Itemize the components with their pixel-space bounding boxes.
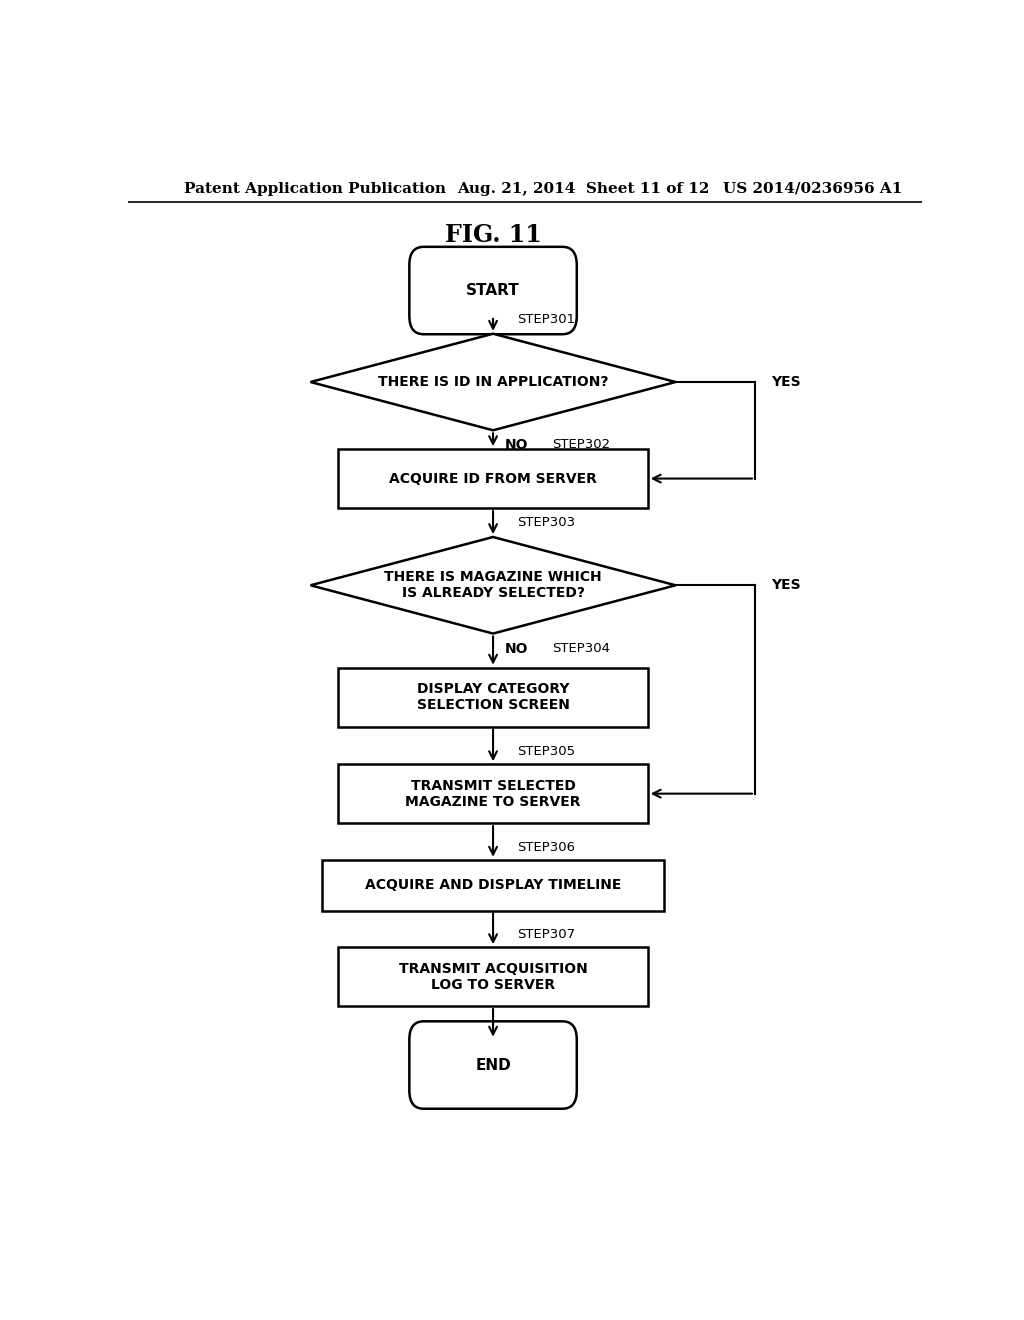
Text: ACQUIRE AND DISPLAY TIMELINE: ACQUIRE AND DISPLAY TIMELINE bbox=[365, 878, 622, 892]
FancyBboxPatch shape bbox=[410, 247, 577, 334]
Text: US 2014/0236956 A1: US 2014/0236956 A1 bbox=[723, 182, 902, 195]
Text: STEP305: STEP305 bbox=[517, 744, 575, 758]
Bar bbox=[323, 859, 664, 911]
Text: STEP304: STEP304 bbox=[553, 642, 610, 655]
FancyBboxPatch shape bbox=[410, 1022, 577, 1109]
Text: STEP302: STEP302 bbox=[553, 438, 610, 451]
Bar bbox=[338, 449, 648, 508]
Text: STEP301: STEP301 bbox=[517, 313, 575, 326]
Text: Patent Application Publication: Patent Application Publication bbox=[183, 182, 445, 195]
Text: THERE IS ID IN APPLICATION?: THERE IS ID IN APPLICATION? bbox=[378, 375, 608, 389]
Text: ACQUIRE ID FROM SERVER: ACQUIRE ID FROM SERVER bbox=[389, 471, 597, 486]
Text: END: END bbox=[475, 1057, 511, 1073]
Text: STEP307: STEP307 bbox=[517, 928, 575, 941]
Text: FIG. 11: FIG. 11 bbox=[444, 223, 542, 247]
Bar bbox=[338, 764, 648, 824]
Text: DISPLAY CATEGORY
SELECTION SCREEN: DISPLAY CATEGORY SELECTION SCREEN bbox=[417, 682, 569, 713]
Text: STEP306: STEP306 bbox=[517, 841, 574, 854]
Bar bbox=[338, 668, 648, 726]
Text: TRANSMIT SELECTED
MAGAZINE TO SERVER: TRANSMIT SELECTED MAGAZINE TO SERVER bbox=[406, 779, 581, 809]
Polygon shape bbox=[310, 537, 676, 634]
Text: NO: NO bbox=[505, 642, 528, 656]
Bar bbox=[338, 948, 648, 1006]
Text: START: START bbox=[466, 282, 520, 298]
Polygon shape bbox=[310, 334, 676, 430]
Text: Aug. 21, 2014  Sheet 11 of 12: Aug. 21, 2014 Sheet 11 of 12 bbox=[458, 182, 710, 195]
Text: NO: NO bbox=[505, 438, 528, 453]
Text: YES: YES bbox=[771, 578, 801, 593]
Text: STEP303: STEP303 bbox=[517, 516, 575, 529]
Text: YES: YES bbox=[771, 375, 801, 389]
Text: THERE IS MAGAZINE WHICH
IS ALREADY SELECTED?: THERE IS MAGAZINE WHICH IS ALREADY SELEC… bbox=[384, 570, 602, 601]
Text: TRANSMIT ACQUISITION
LOG TO SERVER: TRANSMIT ACQUISITION LOG TO SERVER bbox=[398, 961, 588, 991]
